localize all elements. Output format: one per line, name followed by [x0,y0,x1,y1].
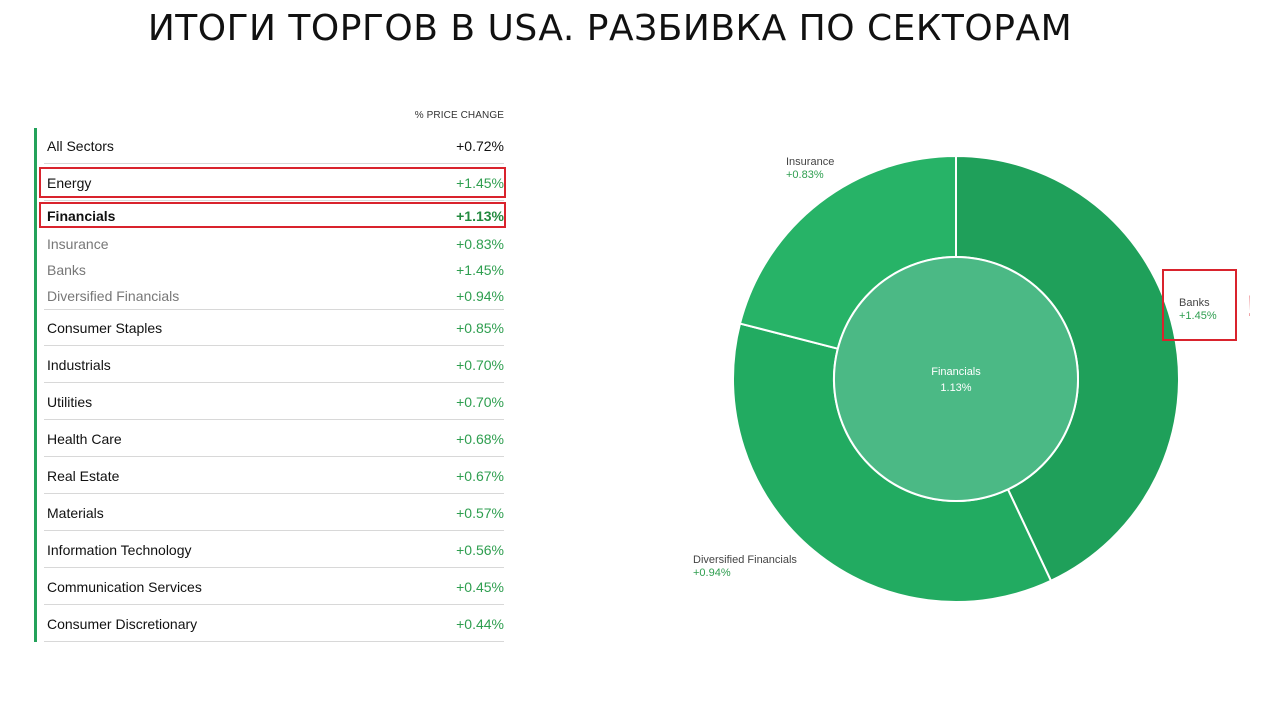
sector-row-energy[interactable]: Energy +1.45% [34,164,504,201]
sector-change-value: +0.83% [456,236,504,252]
sector-label: Communication Services [47,578,202,595]
sector-label: Banks [47,262,86,278]
slice-value-insurance: +0.83% [786,169,824,181]
sector-row-health-care[interactable]: Health Care +0.68% [34,420,504,457]
slide-title: ИТОГИ ТОРГОВ В USA. РАЗБИВКА ПО СЕКТОРАМ [147,8,1073,49]
donut-svg: Financials 1.13% Banks+1.45% Diversified Fi… [693,154,1255,603]
center-label: Financials [931,366,981,378]
sector-label: Information Technology [47,541,192,558]
sector-row-banks[interactable]: Banks +1.45% [34,257,504,283]
sector-row-real-estate[interactable]: Real Estate +0.67% [34,457,504,494]
slice-value-diversified-financials: +0.94% [693,567,731,579]
slice-label-insurance: Insurance [786,156,834,168]
sector-label: Consumer Discretionary [47,615,198,632]
sector-label: Real Estate [47,467,120,484]
sector-row-diversified-financials[interactable]: Diversified Financials +0.94% [34,283,504,310]
sector-change-value: +1.45% [456,262,504,278]
sector-change-value: +0.72% [456,138,504,154]
center-circle [833,256,1079,502]
sector-row-all-sectors[interactable]: All Sectors +0.72% [34,128,504,164]
sector-change-value: +1.13% [456,208,504,224]
sector-row-industrials[interactable]: Industrials +0.70% [34,346,504,383]
sector-change-value: +0.67% [456,467,504,484]
sector-label: Energy [47,174,92,191]
sector-label: All Sectors [47,138,114,154]
exclamation-annotation: ! [1247,290,1250,323]
sector-row-insurance[interactable]: Insurance +0.83% [34,231,504,257]
center-value: 1.13% [940,382,971,394]
sector-change-value: +0.44% [456,615,504,632]
sector-rows: All Sectors +0.72% Energy +1.45% Financials +… [34,128,504,642]
sector-change-value: +0.70% [456,356,504,373]
sector-change-value: +0.56% [456,541,504,558]
sector-change-value: +0.57% [456,504,504,521]
sector-row-communication-services[interactable]: Communication Services +0.45% [34,568,504,605]
sector-row-consumer-staples[interactable]: Consumer Staples +0.85% [34,309,504,346]
sector-label: Industrials [47,356,111,373]
sector-row-materials[interactable]: Materials +0.57% [34,494,504,531]
sector-row-consumer-discretionary[interactable]: Consumer Discretionary +0.44% [34,605,504,642]
sector-change-value: +0.94% [456,288,504,304]
sector-label: Materials [47,504,104,521]
financials-donut-chart: Financials 1.13% Banks +1.45% Diversified Fi… [690,140,1255,620]
slice-value-banks: +1.45% [1179,310,1217,322]
column-header: % PRICE CHANGE [414,110,504,121]
slice-label-banks: Banks [1179,297,1210,309]
sector-label: Insurance [47,236,109,252]
sector-label: Diversified Financials [47,288,180,304]
sector-change-value: +0.70% [456,393,504,410]
banks-highlight-box [1162,269,1237,341]
sector-change-value: +1.45% [456,174,504,191]
sector-change-value: +0.85% [456,319,504,336]
sector-change-value: +0.45% [456,578,504,595]
sector-row-financials[interactable]: Financials +1.13% [34,201,504,231]
sector-row-utilities[interactable]: Utilities +0.70% [34,383,504,420]
sector-change-value: +0.68% [456,430,504,447]
sector-label: Consumer Staples [47,319,163,336]
sector-label: Health Care [47,430,122,447]
sector-label: Financials [47,208,116,224]
sector-label: Utilities [47,393,93,410]
slice-label-diversified-financials: Diversified Financials [693,554,797,566]
sector-table: % PRICE CHANGE All Sectors +0.72% Energy +1… [34,110,504,642]
sector-row-information-technology[interactable]: Information Technology +0.56% [34,531,504,568]
